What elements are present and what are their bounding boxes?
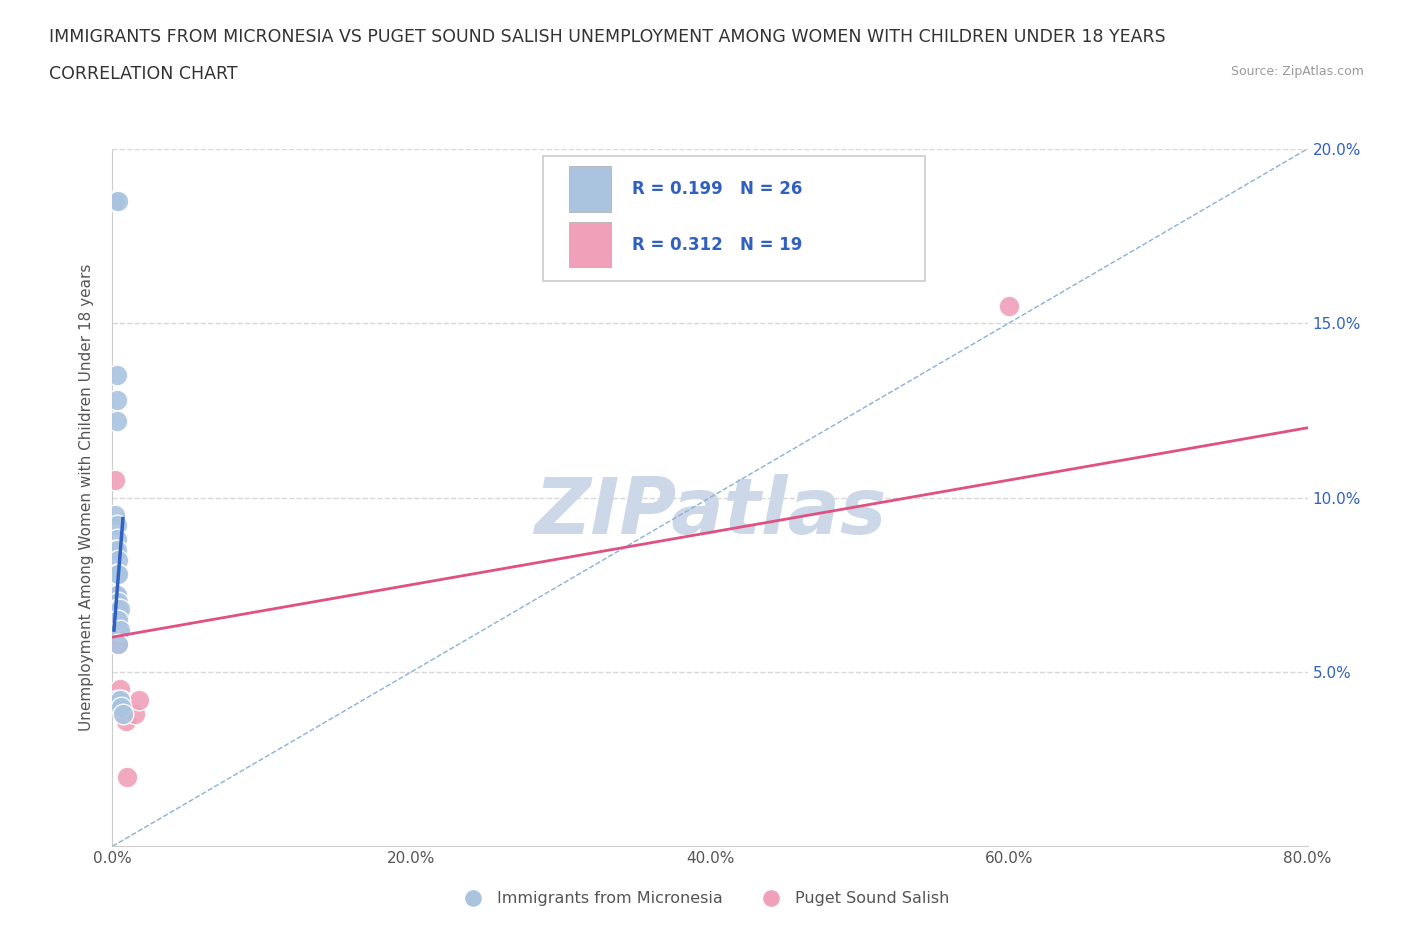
Text: IMMIGRANTS FROM MICRONESIA VS PUGET SOUND SALISH UNEMPLOYMENT AMONG WOMEN WITH C: IMMIGRANTS FROM MICRONESIA VS PUGET SOUN… xyxy=(49,28,1166,46)
Text: ZIPatlas: ZIPatlas xyxy=(534,473,886,550)
Point xyxy=(111,699,134,714)
Text: CORRELATION CHART: CORRELATION CHART xyxy=(49,65,238,83)
Point xyxy=(107,623,129,638)
Point xyxy=(108,602,131,617)
Bar xyxy=(569,222,610,268)
Point xyxy=(110,692,132,708)
Point xyxy=(115,713,138,728)
Point xyxy=(124,707,146,722)
Point xyxy=(107,637,129,652)
Point xyxy=(105,368,128,383)
Legend: Immigrants from Micronesia, Puget Sound Salish: Immigrants from Micronesia, Puget Sound … xyxy=(451,885,955,912)
Point xyxy=(110,699,132,714)
Point xyxy=(107,567,129,582)
Point xyxy=(105,692,128,708)
Point xyxy=(114,707,135,722)
Point xyxy=(105,414,128,429)
Point xyxy=(107,602,129,617)
Point xyxy=(105,588,128,603)
Point xyxy=(104,193,127,208)
Point xyxy=(108,682,131,697)
Point xyxy=(105,542,128,557)
Point xyxy=(107,193,129,208)
Point xyxy=(105,637,128,652)
Point xyxy=(128,692,150,708)
Point xyxy=(108,623,131,638)
Text: R = 0.312   N = 19: R = 0.312 N = 19 xyxy=(633,235,803,254)
Point xyxy=(107,552,129,567)
Point xyxy=(104,472,127,487)
Point xyxy=(107,595,129,610)
FancyBboxPatch shape xyxy=(543,156,925,282)
Point xyxy=(105,630,128,644)
Point xyxy=(107,602,129,617)
Text: Source: ZipAtlas.com: Source: ZipAtlas.com xyxy=(1230,65,1364,78)
Point xyxy=(105,392,128,407)
Point xyxy=(105,532,128,547)
Point xyxy=(104,542,127,557)
Text: R = 0.199   N = 26: R = 0.199 N = 26 xyxy=(633,179,803,198)
Point xyxy=(105,518,128,533)
Point xyxy=(105,612,128,627)
Y-axis label: Unemployment Among Women with Children Under 18 years: Unemployment Among Women with Children U… xyxy=(79,264,94,731)
Point xyxy=(107,637,129,652)
Point xyxy=(107,612,129,627)
Point xyxy=(117,769,139,784)
Point xyxy=(105,588,128,603)
Point xyxy=(108,692,131,708)
Point xyxy=(107,612,129,627)
Point xyxy=(111,707,134,722)
Point xyxy=(998,299,1021,313)
Point xyxy=(105,567,128,582)
Bar xyxy=(569,166,610,212)
Point xyxy=(104,508,127,523)
Point xyxy=(104,193,127,208)
Point xyxy=(105,567,128,582)
Point xyxy=(105,602,128,617)
